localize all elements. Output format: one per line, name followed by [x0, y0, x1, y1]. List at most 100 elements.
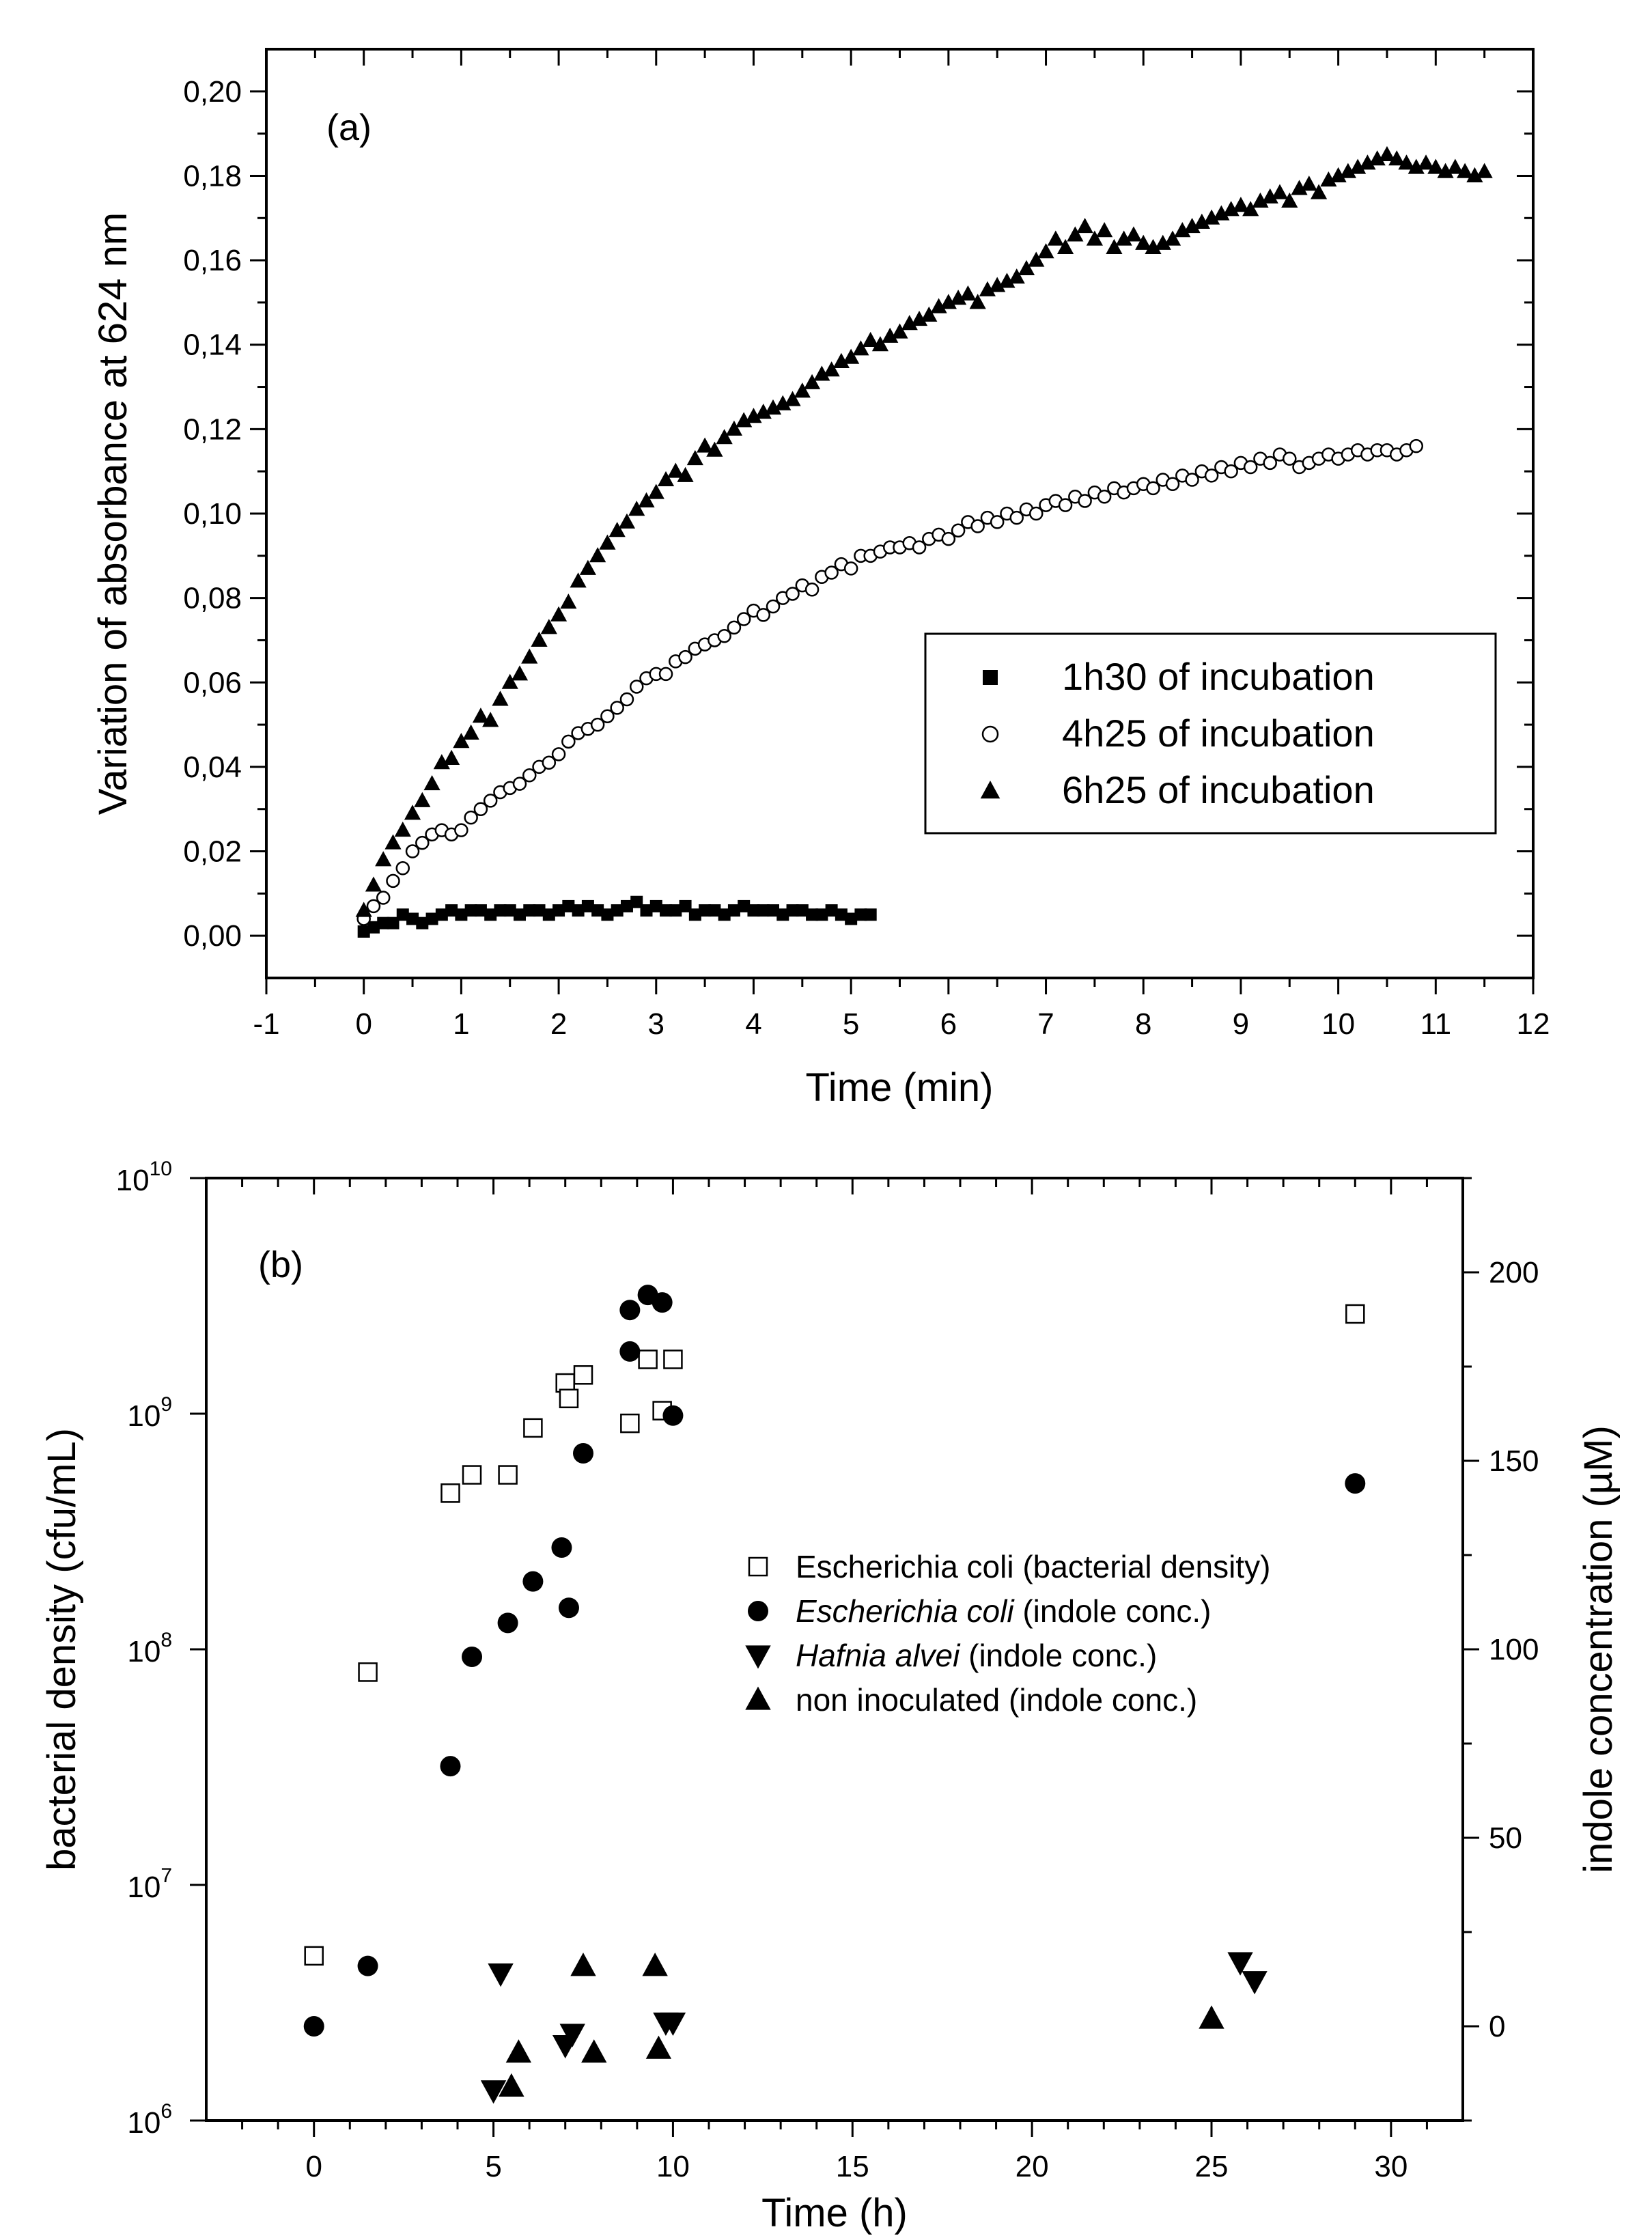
panel-a-point-series-0 — [484, 908, 497, 921]
panel-a-y-tick-label: 0,04 — [183, 751, 242, 784]
panel-a-point-series-2 — [989, 277, 1006, 292]
panel-a-point-series-2 — [823, 361, 840, 377]
panel-a-point-series-0 — [601, 908, 614, 921]
panel-b-point-series-0 — [620, 1413, 640, 1433]
panel-a-point-series-1 — [590, 717, 605, 732]
panel-a-point-series-1 — [1029, 506, 1044, 521]
panel-a-point-series-1 — [951, 523, 966, 537]
panel-a-point-series-2 — [589, 547, 606, 563]
panel-a-legend-marker-1 — [981, 725, 999, 743]
panel-b-point-series-2 — [559, 2024, 585, 2047]
panel-a-x-tick-label: 4 — [745, 1007, 761, 1041]
panel-a-point-series-2 — [414, 792, 431, 807]
panel-a-point-series-0 — [611, 904, 624, 917]
panel-a-point-series-1 — [395, 861, 410, 876]
panel-a-x-tick-label: 5 — [843, 1007, 859, 1041]
panel-a-point-series-0 — [806, 908, 819, 921]
panel-a-point-series-2 — [1300, 176, 1317, 191]
panel-a-point-series-2 — [1076, 217, 1093, 234]
panel-b-right-y-tick-labels: 0 50 100 150 200 — [1489, 1256, 1539, 2043]
panel-a-point-series-2 — [384, 834, 402, 850]
panel-a-point-series-1 — [512, 777, 527, 791]
panel-b-x-ticks — [241, 1178, 1428, 2137]
panel-a-point-series-0 — [825, 904, 838, 917]
panel-a-point-series-0 — [377, 917, 390, 929]
panel-b-point-series-1 — [522, 1571, 544, 1592]
panel-a-point-series-0 — [503, 904, 516, 917]
panel-a-legend-box — [924, 632, 1497, 835]
panel-a-point-series-2 — [375, 851, 392, 867]
panel-a-legend-label-4h25: 4h25 of incubation — [1062, 712, 1375, 755]
panel-b-point-series-0 — [462, 1465, 482, 1485]
panel-b-x-tick-label: 30 — [1374, 2150, 1408, 2183]
panel-a-point-series-2 — [1203, 209, 1220, 225]
panel-a-x-tick-label: 3 — [648, 1007, 664, 1041]
panel-a-point-series-0 — [367, 921, 380, 934]
panel-a-point-series-2 — [1378, 145, 1396, 162]
panel-a-point-series-0 — [552, 904, 565, 917]
panel-a-point-series-0 — [620, 899, 633, 912]
panel-a-point-series-2 — [1398, 154, 1415, 170]
panel-b-left-y-ticks — [190, 1177, 206, 2122]
panel-b-legend-italic-ecoli: Escherichia coli — [796, 1593, 1015, 1629]
panel-b-point-series-1 — [497, 1612, 518, 1634]
panel-a-point-series-0 — [445, 904, 458, 917]
panel-a-point-series-0 — [688, 908, 701, 921]
panel-a-point-series-2 — [1242, 201, 1259, 216]
panel-b-y-tick-exponent: 6 — [160, 2100, 172, 2123]
panel-a-point-series-1 — [912, 540, 927, 555]
panel-a-point-series-2 — [1164, 230, 1181, 246]
panel-b-point-series-0 — [358, 1662, 378, 1682]
panel-a-point-series-1 — [1097, 490, 1112, 504]
panel-a-point-series-2 — [1008, 268, 1025, 284]
panel-a-point-series-2 — [1261, 188, 1278, 204]
panel-a-point-series-1 — [1009, 510, 1024, 525]
panel-a-point-series-0 — [660, 904, 673, 917]
panel-a-point-series-2 — [1252, 192, 1269, 208]
panel-b-legend-label-ecoli-indole: Escherichia coli (indole conc.) — [796, 1593, 1212, 1629]
panel-a-point-series-1 — [1185, 473, 1199, 487]
panel-a-point-series-2 — [1330, 167, 1347, 182]
panel-a-point-series-2 — [910, 310, 928, 326]
panel-a-point-series-2 — [852, 340, 869, 356]
panel-a-point-series-1 — [1224, 464, 1238, 479]
panel-b-y-tick-label: 1010 — [116, 1158, 172, 1197]
panel-a-y-tick-label: 0,20 — [183, 75, 242, 109]
panel-a-x-tick-label: 9 — [1233, 1007, 1249, 1041]
panel-b-y-tick-label: 107 — [127, 1864, 172, 1904]
panel-b-point-series-1 — [573, 1442, 593, 1464]
panel-a-point-series-2 — [657, 471, 675, 487]
panel-a-point-series-2 — [1427, 158, 1444, 174]
panel-a-point-series-2 — [1310, 184, 1328, 199]
panel-b-x-tick-label: 0 — [305, 2150, 322, 2183]
panel-a-point-series-2 — [1028, 251, 1045, 267]
panel-b-y-tick-exponent: 10 — [150, 1158, 172, 1180]
panel-a-point-series-2 — [930, 298, 947, 313]
panel-a-legend-label-1h30: 1h30 of incubation — [1062, 655, 1375, 698]
panel-a-legend: 1h30 of incubation 4h25 of incubation 6h… — [924, 632, 1497, 835]
panel-b-x-tick-label: 5 — [485, 2150, 501, 2183]
panel-a-point-series-2 — [638, 492, 655, 507]
panel-a-point-series-2 — [764, 399, 782, 415]
panel-a-x-tick-label: 11 — [1420, 1007, 1451, 1041]
panel-a-point-series-1 — [483, 794, 498, 808]
panel-b-point-series-2 — [660, 2012, 686, 2037]
panel-a-x-tick-label: 6 — [940, 1007, 957, 1041]
panel-b-y-tick-base: 10 — [127, 1871, 160, 1904]
panel-a-point-series-2 — [501, 673, 518, 689]
panel-b-y-tick-base: 10 — [127, 2106, 160, 2140]
panel-b-x-tick-label: 10 — [656, 2150, 690, 2183]
panel-a-point-series-2 — [618, 513, 636, 529]
panel-a-point-series-2 — [1184, 217, 1201, 234]
panel-b-point-series-0 — [304, 1946, 324, 1966]
panel-a-point-series-0 — [699, 904, 712, 917]
panel-a-legend-label-6h25: 6h25 of incubation — [1062, 768, 1375, 811]
panel-a-point-series-0 — [406, 912, 419, 925]
panel-a-label: (a) — [326, 107, 372, 148]
panel-a-point-series-0 — [514, 908, 526, 921]
panel-a-point-series-0 — [708, 904, 721, 917]
panel-a-point-series-1 — [376, 891, 391, 905]
panel-a-y-tick-label: 0,08 — [183, 582, 242, 615]
panel-a-point-series-1 — [405, 844, 420, 858]
